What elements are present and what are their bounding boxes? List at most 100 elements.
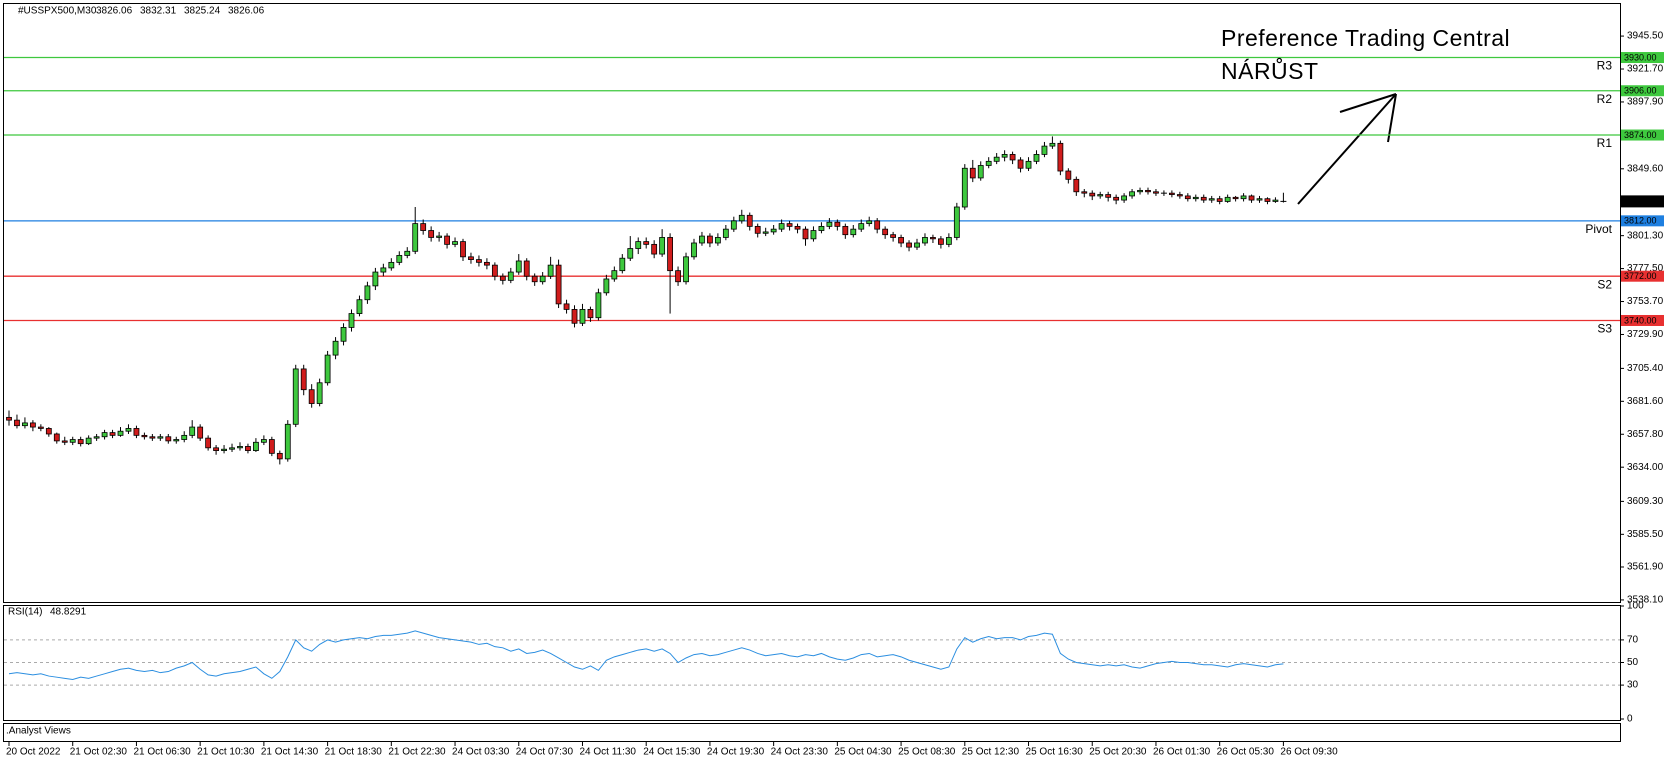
- open-value: 3826.06: [96, 6, 133, 17]
- level-tag: [1621, 215, 1664, 227]
- level-tag: [1621, 52, 1664, 64]
- candle-body: [635, 241, 642, 249]
- candle-body: [619, 257, 626, 272]
- candle-body: [1240, 195, 1247, 200]
- price-panel: [3, 3, 1621, 603]
- candle-body: [1200, 196, 1207, 201]
- candle-body: [842, 225, 849, 236]
- rsi-name: RSI(14): [8, 607, 42, 618]
- header: #USSPX500,M30 3826.06 3832.31 3825.24 38…: [18, 6, 265, 17]
- candle-body: [906, 242, 912, 248]
- y-tick-label: 3657.80: [1627, 429, 1664, 440]
- level-name: S2: [1597, 277, 1612, 291]
- candle-body: [125, 428, 132, 432]
- candle-body: [722, 228, 729, 238]
- level-tag-label: 3930.00: [1624, 52, 1657, 62]
- candle-body: [914, 242, 920, 248]
- candle-body: [1001, 154, 1008, 158]
- level-tag-label: 3906.00: [1624, 86, 1657, 96]
- arrow-shaft: [1297, 93, 1397, 205]
- x-tick-label: 20 Oct 2022: [6, 747, 61, 758]
- arrow: [1297, 93, 1397, 205]
- candle-body: [332, 340, 339, 356]
- candle-body: [300, 368, 307, 391]
- candle-body: [1137, 189, 1143, 193]
- candle-body: [181, 434, 188, 440]
- rsi-value: 48.8291: [50, 607, 87, 618]
- candle-body: [985, 160, 992, 166]
- candle-body: [874, 220, 881, 230]
- candle-body: [213, 447, 219, 451]
- candle-body: [1184, 195, 1191, 200]
- candle-body: [1208, 198, 1215, 201]
- candle-body: [436, 235, 443, 238]
- candle-body: [643, 241, 650, 245]
- x-tick-label: 21 Oct 18:30: [325, 747, 383, 758]
- candle-body: [922, 237, 928, 244]
- candle-body: [611, 270, 618, 280]
- candle-body: [762, 231, 769, 234]
- candle-body: [1168, 192, 1175, 195]
- low-value: 3825.24: [184, 6, 221, 17]
- rsi-tick-label: 30: [1627, 680, 1639, 691]
- analyst-panel: [3, 723, 1621, 742]
- price-tag-label: 3826.06: [1625, 196, 1658, 206]
- candle-body: [515, 260, 522, 273]
- rsi-tick-label: 50: [1627, 657, 1639, 668]
- candle-body: [292, 368, 299, 425]
- x-tick-label: 21 Oct 02:30: [70, 747, 128, 758]
- y-tick-label: 3801.30: [1627, 230, 1664, 241]
- candle-body: [396, 255, 403, 263]
- candle-body: [539, 275, 546, 283]
- rsi-tick-label: 0: [1627, 714, 1633, 725]
- candle-body: [1248, 195, 1255, 201]
- candle-body: [428, 230, 435, 238]
- x-tick-label: 21 Oct 06:30: [133, 747, 191, 758]
- candle-body: [483, 261, 490, 266]
- candle-body: [898, 237, 904, 244]
- candle-body: [1272, 199, 1279, 202]
- candle-body: [746, 214, 753, 227]
- candle-body: [14, 419, 20, 427]
- candle-body: [667, 237, 673, 272]
- candle-body: [245, 446, 251, 451]
- candle-body: [324, 354, 331, 384]
- candle-body: [237, 446, 243, 449]
- level-tag: [1621, 129, 1664, 141]
- x-tick-label: 25 Oct 08:30: [898, 747, 956, 758]
- candle-body: [603, 278, 610, 294]
- candle-body: [1089, 192, 1096, 197]
- x-tick-label: 24 Oct 11:30: [579, 747, 636, 758]
- candle-body: [316, 382, 323, 404]
- candle-body: [507, 271, 514, 281]
- candle-body: [388, 261, 395, 269]
- candle-body: [268, 439, 275, 454]
- candle-body: [452, 241, 458, 245]
- candle-body: [69, 439, 76, 443]
- candle-body: [1105, 194, 1112, 198]
- candle-body: [930, 237, 936, 240]
- level-tag-label: 3740.00: [1624, 315, 1657, 325]
- candle-body: [133, 428, 140, 436]
- candle-body: [547, 264, 554, 277]
- y-tick-label: 3897.90: [1627, 97, 1664, 108]
- x-tick-label: 26 Oct 05:30: [1217, 747, 1275, 758]
- candle-body: [468, 256, 474, 260]
- y-tick-label: 3777.50: [1627, 263, 1664, 274]
- candle-body: [141, 434, 148, 438]
- candle-body: [221, 448, 227, 451]
- candle-body: [420, 223, 427, 231]
- candle-body: [45, 428, 52, 435]
- candle-body: [460, 241, 466, 258]
- candle-body: [1073, 178, 1080, 193]
- candle-body: [882, 228, 889, 236]
- candle-body: [1017, 159, 1024, 169]
- candle-body: [1033, 154, 1040, 162]
- candle-body: [189, 426, 196, 436]
- candle-body: [1264, 198, 1271, 202]
- candle-body: [1224, 196, 1231, 202]
- candle-body: [595, 292, 602, 319]
- candle-body: [372, 271, 379, 287]
- candle-body: [969, 167, 976, 179]
- candle-body: [953, 206, 960, 238]
